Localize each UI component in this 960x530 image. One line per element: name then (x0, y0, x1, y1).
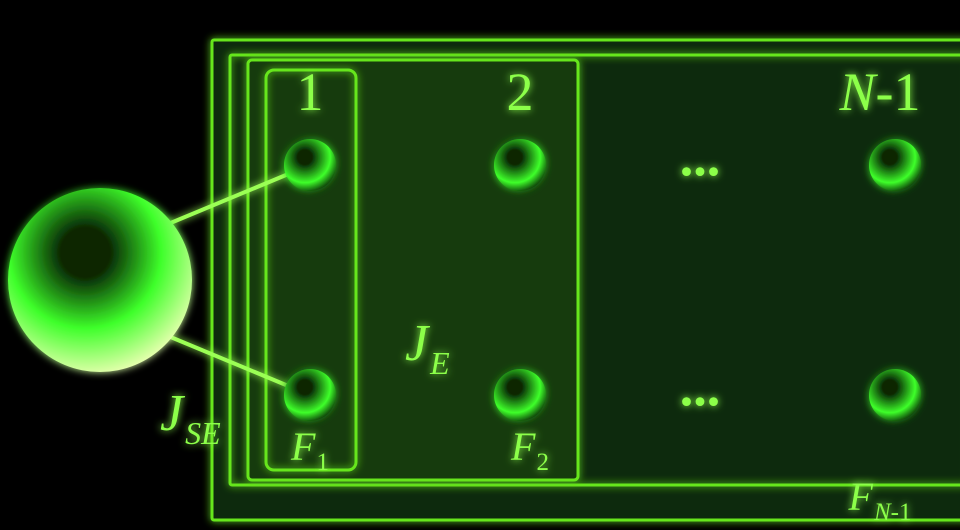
diagram-canvas: ......12N-1JSEJEF1F2FN-1 (0, 0, 960, 530)
label-col-1: 1 (297, 62, 324, 122)
node-top-N-1 (869, 139, 921, 191)
ellipsis-top: ... (680, 127, 721, 187)
label-col-2: 2 (507, 62, 534, 122)
ellipsis-bot: ... (680, 357, 721, 417)
label-col-N-1: N-1 (838, 62, 920, 122)
node-bot-1 (284, 369, 336, 421)
system-node (8, 188, 192, 372)
node-top-2 (494, 139, 546, 191)
node-bot-N-1 (869, 369, 921, 421)
node-bot-2 (494, 369, 546, 421)
node-top-1 (284, 139, 336, 191)
